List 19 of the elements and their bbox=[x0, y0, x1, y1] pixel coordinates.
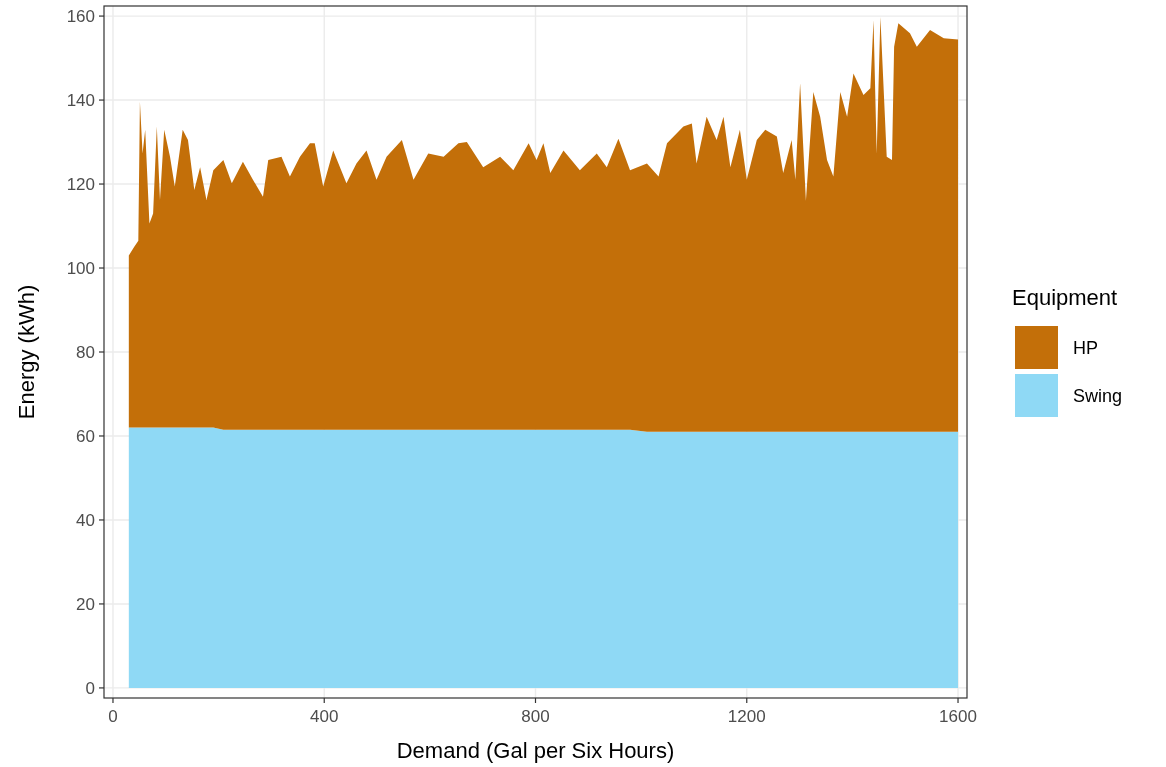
x-tick-label: 0 bbox=[108, 707, 118, 726]
x-tick-label: 400 bbox=[310, 707, 339, 726]
y-tick-label: 40 bbox=[76, 510, 95, 530]
y-tick-label: 140 bbox=[66, 91, 95, 111]
y-tick-label: 100 bbox=[66, 259, 95, 279]
y-tick-label: 20 bbox=[76, 594, 95, 614]
legend-label: Swing bbox=[1073, 386, 1123, 406]
x-tick-label: 800 bbox=[521, 707, 550, 726]
legend-title: Equipment bbox=[1012, 285, 1118, 310]
y-tick-label: 0 bbox=[85, 678, 95, 698]
y-axis-title: Energy (kWh) bbox=[14, 284, 39, 420]
legend-label: HP bbox=[1073, 338, 1099, 358]
y-tick-label: 120 bbox=[66, 175, 95, 195]
y-tick-label: 160 bbox=[66, 7, 95, 27]
y-tick-label: 80 bbox=[76, 343, 95, 362]
y-tick-label: 60 bbox=[76, 426, 95, 446]
x-tick-label: 1600 bbox=[939, 707, 977, 726]
x-tick-label: 1200 bbox=[727, 707, 766, 726]
x-axis-title: Demand (Gal per Six Hours) bbox=[396, 738, 675, 763]
